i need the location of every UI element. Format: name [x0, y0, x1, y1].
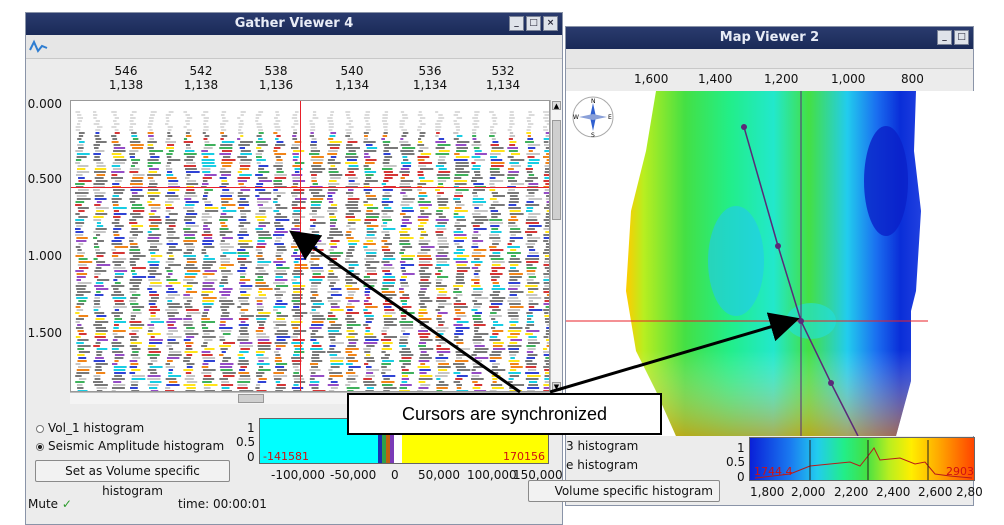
minimize-button[interactable]: _ [509, 16, 524, 31]
map-hist-x-tick: 1,800 [750, 485, 785, 499]
y-axis-label: 0.500 [27, 172, 62, 186]
map-top-axis-label: 1,200 [764, 72, 799, 86]
map-set-volume-histogram-button[interactable]: Volume specific histogram [528, 480, 720, 502]
hist-min-label: -141581 [263, 450, 309, 463]
top-axis-label: 536 1,134 [412, 64, 448, 92]
cursor-horizontal-line [71, 187, 549, 188]
mute-status: Mute ✓ [28, 497, 72, 511]
y-axis-label: 1.000 [27, 249, 62, 263]
cursor-vertical-line [300, 101, 301, 391]
map-title-bar[interactable]: Map Viewer 2 _ □ [566, 27, 973, 49]
map-top-axis-label: 1,400 [698, 72, 733, 86]
radio-selected-icon [36, 442, 44, 451]
top-axis-label: 546 1,138 [108, 64, 144, 92]
map-histogram-option-1[interactable]: 3 histogram [566, 439, 639, 453]
hist-x-tick: 50,000 [418, 468, 460, 482]
map-top-axis-label: 1,600 [634, 72, 669, 86]
gather-vertical-scrollbar[interactable]: ▲ ▼ [550, 100, 562, 392]
hist-y-tick: 0 [247, 450, 255, 464]
hist-x-tick: -100,000 [271, 468, 325, 482]
map-hist-max-label: 2903 [946, 465, 974, 478]
maximize-button[interactable]: □ [526, 16, 541, 31]
compass-n: N [591, 98, 596, 105]
vol1-histogram-option[interactable]: Vol_1 histogram [36, 421, 144, 435]
gather-toolbar [26, 35, 562, 59]
compass-icon: N S E W [572, 96, 614, 139]
top-axis-label: 532 1,134 [485, 64, 521, 92]
hist-y-tick: 0.5 [236, 435, 256, 449]
hist-x-tick: -50,000 [330, 468, 377, 482]
checkmark-icon: ✓ [61, 497, 72, 511]
callout-box: Cursors are synchronized [347, 393, 662, 435]
y-axis-label: 0.000 [27, 97, 62, 111]
map-histogram-option-2[interactable]: e histogram [566, 458, 639, 472]
top-axis-label: 538 1,136 [258, 64, 294, 92]
compass-w: W [573, 114, 579, 121]
seismic-gather-plot[interactable] [70, 100, 550, 392]
seismic-histogram-option[interactable]: Seismic Amplitude histogram [36, 439, 224, 453]
compass-e: E [608, 114, 612, 121]
maximize-button[interactable]: □ [954, 30, 969, 45]
map-hist-y-tick: 0.5 [726, 455, 746, 469]
time-status: time: 00:00:01 [178, 497, 267, 511]
minimize-button[interactable]: _ [937, 30, 952, 45]
hist-x-tick: 150,000 [513, 468, 563, 482]
gather-window-title: Gather Viewer 4 [234, 16, 354, 31]
map-histogram-curve [754, 440, 973, 480]
seismic-traces [75, 111, 549, 391]
top-axis-label: 542 1,138 [183, 64, 219, 92]
y-axis-label: 1.500 [27, 326, 62, 340]
map-hist-x-tick: 2,200 [834, 485, 869, 499]
wavelet-icon[interactable] [29, 38, 49, 56]
map-hist-x-tick: 2,80 [956, 485, 983, 499]
hist-y-tick: 1 [247, 421, 255, 435]
compass-s: S [591, 132, 595, 139]
map-plot[interactable]: N S E W [566, 91, 975, 436]
map-hist-y-tick: 1 [737, 441, 745, 455]
set-volume-histogram-button[interactable]: Set as Volume specific histogram [35, 460, 230, 498]
seismic-histogram[interactable]: -141581 170156 [259, 418, 549, 464]
map-hist-x-tick: 2,600 [918, 485, 953, 499]
hist-x-tick: 100,000 [467, 468, 517, 482]
horizon-map [566, 91, 928, 436]
map-hist-x-tick: 2,000 [791, 485, 826, 499]
map-hist-x-tick: 2,400 [876, 485, 911, 499]
map-histogram[interactable]: 1744.4 2903 [749, 437, 975, 481]
map-hist-y-tick: 0 [737, 470, 745, 484]
hist-max-label: 170156 [503, 450, 545, 463]
gather-viewer-window: Gather Viewer 4 _ □ × 546 1,138 542 1,138 … [25, 12, 563, 525]
radio-icon [36, 424, 44, 433]
map-top-axis-label: 1,000 [831, 72, 866, 86]
hist-x-tick: 0 [391, 468, 399, 482]
top-axis-label: 540 1,134 [334, 64, 370, 92]
close-button[interactable]: × [543, 16, 558, 31]
map-window-title: Map Viewer 2 [719, 30, 820, 45]
map-hist-min-label: 1744.4 [754, 465, 793, 478]
map-toolbar [566, 49, 973, 69]
map-top-axis-label: 800 [901, 72, 924, 86]
gather-title-bar[interactable]: Gather Viewer 4 _ □ × [26, 13, 562, 35]
